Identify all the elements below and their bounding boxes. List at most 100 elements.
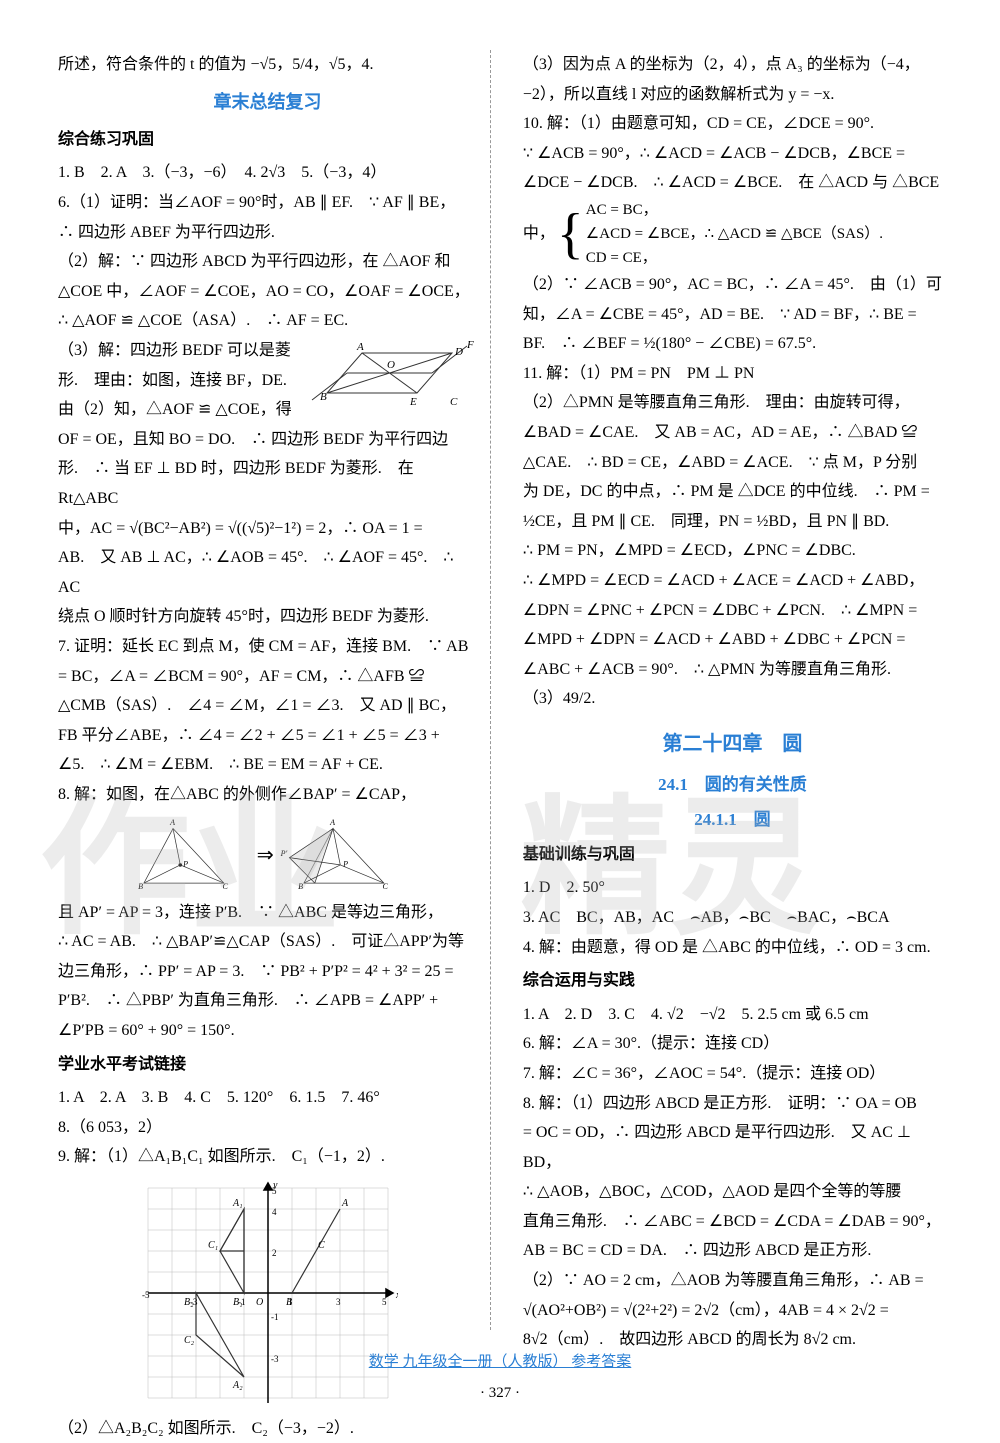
right-column: （3）因为点 A 的坐标为（2，4），点 A₃ 的坐标为（−4， −2），所以直… <box>515 50 950 1330</box>
svg-text:C: C <box>222 881 228 890</box>
cases-block: 中， { AC = BC， ∠ACD = ∠BCE，∴ △ACD ≌ △BCE（… <box>523 198 942 270</box>
brace-icon: { <box>557 206 584 262</box>
svg-text:C: C <box>318 1240 325 1251</box>
text-line: OF = OE，且知 BO = DO. ∴ 四边形 BEDF 为平行四边 <box>58 425 477 455</box>
case-line: CD = CE， <box>586 250 657 266</box>
svg-text:E: E <box>409 396 417 408</box>
svg-text:O: O <box>256 1297 263 1308</box>
svg-text:4: 4 <box>272 1207 277 1217</box>
triangle-rotation-diagram: ⇒ ABCP ABCPP′ <box>58 814 477 894</box>
svg-text:A₁: A₁ <box>232 1198 243 1209</box>
text-line: 为 DE，DC 的中点，∴ PM 是 △DCE 的中位线. ∴ PM = <box>523 477 942 507</box>
text-line: 形. ∴ 当 EF ⊥ BD 时，四边形 BEDF 为菱形. 在 Rt△ABC <box>58 454 477 513</box>
text-line: ∴ 四边形 ABEF 为平行四边形. <box>58 218 477 248</box>
parallelogram-diagram: AFD BO EC <box>302 338 477 413</box>
svg-text:A: A <box>329 817 335 826</box>
text-line: 11. 解：（1）PM = PN PM ⊥ PN <box>523 359 942 389</box>
svg-text:B: B <box>298 881 303 890</box>
svg-text:1: 1 <box>288 1297 293 1307</box>
text-line: 3. AC BC，AB，AC ⌢AB，⌢BC ⌢BAC，⌢BCA <box>523 903 942 933</box>
text-line: 8.（6 053，2） <box>58 1113 477 1143</box>
svg-text:5: 5 <box>382 1297 387 1307</box>
chapter-review-title: 章末总结复习 <box>58 86 477 119</box>
text-line: √(AO²+OB²) = √(2²+2²) = 2√2（cm），4AB = 4 … <box>523 1296 942 1326</box>
text-line: 7. 证明：延长 EC 到点 M，使 CM = AF，连接 BM. ∵ AB <box>58 632 477 662</box>
comprehensive-2-title: 综合运用与实践 <box>523 966 942 996</box>
text-line: FB 平分∠ABE，∴ ∠4 = ∠2 + ∠5 = ∠1 + ∠5 = ∠3 … <box>58 721 477 751</box>
svg-text:P: P <box>342 859 348 868</box>
text-line: 8. 解：如图，在△ABC 的外侧作∠BAP′ = ∠CAP， <box>58 780 477 810</box>
text-line: ∴ PM = PN，∠MPD = ∠ECD，∠PNC = ∠DBC. <box>523 536 942 566</box>
text-line: ∵ ∠ACB = 90°，∴ ∠ACD = ∠ACB − ∠DCB，∠BCE = <box>523 139 942 169</box>
text-line: ∴ AC = AB. ∴ △BAP′≌△CAP（SAS）. 可证△APP′为等 <box>58 927 477 957</box>
answers-line: 1. A 2. D 3. C 4. √2 −√2 5. 2.5 cm 或 6.5… <box>523 1000 942 1030</box>
text-line: 中，AC = √(BC²−AB²) = √((√5)²−1²) = 2，∴ OA… <box>58 514 477 544</box>
text-line: ∴ △AOB，△BOC，△COD，△AOD 是四个全等的等腰 <box>523 1177 942 1207</box>
text-line: = OC = OD，∴ 四边形 ABCD 是平行四边形. 又 AC ⊥ BD， <box>523 1118 942 1177</box>
text-line: 6. 解：∠A = 30°.（提示：连接 CD） <box>523 1029 942 1059</box>
svg-text:-1: -1 <box>238 1297 246 1307</box>
text-line: （2）∵ AO = 2 cm，△AOB 为等腰直角三角形，∴ AB = <box>523 1266 942 1296</box>
svg-text:x: x <box>395 1290 398 1301</box>
text-line: ∠DCE − ∠DCB. ∴ ∠ACD = ∠BCE. 在 △ACD 与 △BC… <box>523 168 942 198</box>
text-line: （3）因为点 A 的坐标为（2，4），点 A₃ 的坐标为（−4， <box>523 50 942 80</box>
text-line: ∠ABC + ∠ACB = 90°. ∴ △PMN 为等腰直角三角形. <box>523 655 942 685</box>
text-line: （2）∵ ∠ACB = 90°，AC = BC，∴ ∠A = 45°. 由（1）… <box>523 270 942 300</box>
svg-text:P′: P′ <box>280 849 288 858</box>
text-line: ∠BAD = ∠CAE. 又 AB = AC，AD = AE，∴ △BAD ≌ <box>523 418 942 448</box>
case-line: AC = BC， <box>586 202 658 218</box>
text-line: （2）解：∵ 四边形 ABCD 为平行四边形，在 △AOF 和 <box>58 247 477 277</box>
exam-link-title: 学业水平考试链接 <box>58 1050 477 1080</box>
text-line: ∴ △AOF ≌ △COE（ASA）. ∴ AF = EC. <box>58 306 477 336</box>
page-content: 所述，符合条件的 t 的值为 −√5，5/4，√5，4. 章末总结复习 综合练习… <box>50 50 950 1330</box>
svg-text:A: A <box>169 817 175 826</box>
text-line: AB = BC = CD = DA. ∴ 四边形 ABCD 是正方形. <box>523 1236 942 1266</box>
svg-text:-5: -5 <box>142 1290 150 1300</box>
chapter-24-title: 第二十四章 圆 <box>523 726 942 763</box>
page-footer: 数学 九年级全一册（人教版） 参考答案 · 327 · <box>0 1349 1000 1409</box>
text-line: 知，∠A = ∠CBE = 45°，AD = BE. ∵ AD = BF，∴ B… <box>523 300 942 330</box>
text-line: 6.（1）证明：当∠AOF = 90°时，AB ∥ EF. ∵ AF ∥ BE， <box>58 188 477 218</box>
text-line: 绕点 O 顺时针方向旋转 45°时，四边形 BEDF 为菱形. <box>58 602 477 632</box>
basic-training-title: 基础训练与巩固 <box>523 840 942 870</box>
comprehensive-title: 综合练习巩固 <box>58 125 477 155</box>
text-line: P′B². ∴ △PBP′ 为直角三角形. ∴ ∠APB = ∠APP′ + <box>58 986 477 1016</box>
text-line: 且 AP′ = AP = 3，连接 P′B. ∵ △ABC 是等边三角形， <box>58 898 477 928</box>
text-line: ∠P′PB = 60° + 90° = 150°. <box>58 1016 477 1046</box>
text-line: （2）△PMN 是等腰直角三角形. 理由：由旋转可得， <box>523 388 942 418</box>
text-line: ∠DPN = ∠PNC + ∠PCN = ∠DBC + ∠PCN. ∴ ∠MPN… <box>523 596 942 626</box>
answers-line: 1. D 2. 50° <box>523 873 942 903</box>
svg-text:O: O <box>387 359 395 371</box>
text-line: ∴ ∠MPD = ∠ECD = ∠ACD + ∠ACE = ∠ACD + ∠AB… <box>523 566 942 596</box>
section-24-1-1-title: 24.1.1 圆 <box>523 804 942 835</box>
text-line: 边三角形，∴ PP′ = AP = 3. ∵ PB² + P′P² = 4² +… <box>58 957 477 987</box>
section-24-1-title: 24.1 圆的有关性质 <box>523 769 942 800</box>
answers-line: 1. A 2. A 3. B 4. C 5. 120° 6. 1.5 7. 46… <box>58 1083 477 1113</box>
text-line: 4. 解：由题意，得 OD 是 △ABC 的中位线，∴ OD = 3 cm. <box>523 933 942 963</box>
text-line: AB. 又 AB ⊥ AC，∴ ∠AOB = 45°. ∴ ∠AOF = 45°… <box>58 543 477 602</box>
svg-text:-1: -1 <box>271 1312 279 1322</box>
column-divider <box>490 50 510 1330</box>
case-line: ∠ACD = ∠BCE，∴ △ACD ≌ △BCE（SAS）. <box>586 226 883 242</box>
svg-text:C: C <box>450 396 458 408</box>
svg-text:A: A <box>356 341 364 353</box>
footer-text: 数学 九年级全一册（人教版） 参考答案 <box>369 1354 632 1370</box>
svg-text:2: 2 <box>272 1248 277 1258</box>
svg-text:5: 5 <box>272 1186 277 1196</box>
text-line: 7. 解：∠C = 36°，∠AOC = 54°.（提示：连接 OD） <box>523 1059 942 1089</box>
svg-text:D: D <box>454 346 463 358</box>
text-line: 8. 解：（1）四边形 ABCD 是正方形. 证明：∵ OA = OB <box>523 1089 942 1119</box>
svg-text:C₂: C₂ <box>184 1335 195 1346</box>
page-number: · 327 · <box>0 1380 1000 1408</box>
text-line: △CAE. ∴ BD = CE，∠ABD = ∠ACE. ∵ 点 M，P 分别 <box>523 448 942 478</box>
text-line: △COE 中，∠AOF = ∠COE，AO = CO，∠OAF = ∠OCE， <box>58 277 477 307</box>
svg-text:P: P <box>182 859 188 868</box>
text-line: ∠5. ∴ ∠M = ∠EBM. ∴ BE = EM = AF + CE. <box>58 750 477 780</box>
text-line: ½CE，且 PM ∥ CE. 同理，PN = ½BD，且 PN ∥ BD. <box>523 507 942 537</box>
text-fragment: 中， <box>523 219 555 249</box>
text-line: = BC，∠A = ∠BCM = 90°，AF = CM，∴ △AFB ≌ <box>58 662 477 692</box>
svg-text:-3: -3 <box>190 1297 198 1307</box>
svg-text:C: C <box>382 881 388 890</box>
svg-text:⇒: ⇒ <box>257 844 274 866</box>
text-line: 10. 解：（1）由题意可知，CD = CE，∠DCE = 90°. <box>523 109 942 139</box>
